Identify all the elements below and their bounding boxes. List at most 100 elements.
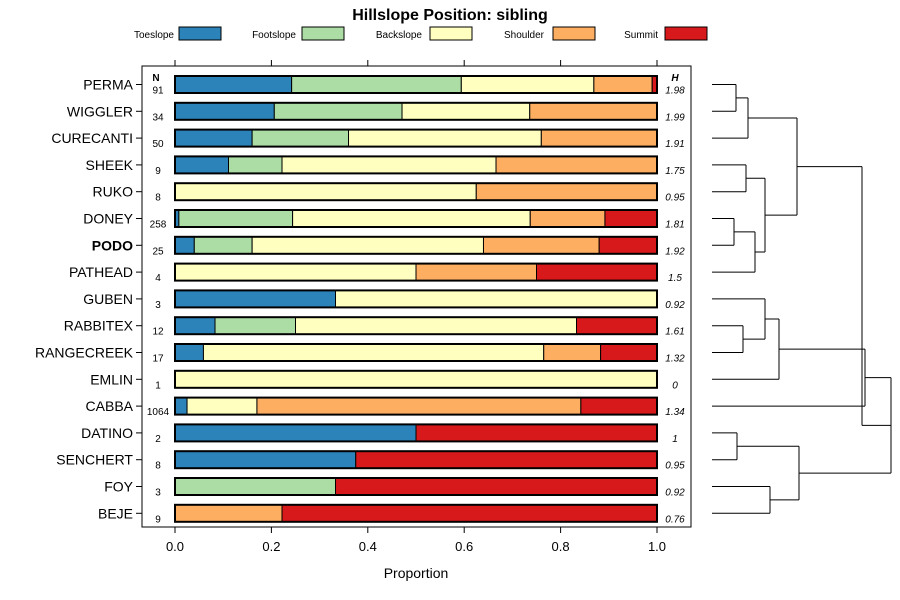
bar-segment-summit	[580, 397, 658, 416]
bar-outline	[174, 101, 658, 121]
bar-segment-shoulder	[495, 155, 658, 174]
bar-outline	[174, 369, 658, 389]
h-value-label: 1.75	[665, 166, 685, 177]
y-tick-label: RANGECREEK	[35, 345, 134, 361]
bar-segment-toeslope	[174, 423, 417, 442]
bar-row-senchert: SENCHERT 8 0.95	[56, 450, 685, 472]
y-tick-label: DATINO	[81, 425, 133, 441]
bar-segment-shoulder	[543, 343, 602, 362]
bar-row-ruko: RUKO 8 0.95	[93, 182, 685, 204]
x-tick-label: 0.6	[455, 539, 473, 554]
bar-segment-summit	[355, 450, 658, 469]
h-value-label: 1.34	[665, 407, 685, 418]
bar-segment-backslope	[174, 370, 658, 389]
y-tick-label: DONEY	[83, 211, 133, 227]
bar-outline	[174, 182, 658, 202]
bar-segment-backslope	[460, 75, 595, 94]
n-count-label: 3	[155, 300, 161, 311]
bar-row-guben: GUBEN 3 0.92	[83, 289, 685, 311]
bar-segment-toeslope	[174, 343, 204, 362]
bar-outline	[174, 75, 658, 94]
bar-row-emlin: EMLIN 1 0	[90, 369, 678, 391]
h-value-label: 1.61	[665, 327, 684, 338]
bar-outline	[174, 343, 658, 362]
y-tick-label: FOY	[104, 479, 133, 495]
bar-outline	[174, 209, 658, 228]
bar-segment-toeslope	[174, 316, 216, 335]
h-value-label: 0.95	[665, 193, 685, 204]
bar-segment-shoulder	[529, 209, 606, 228]
n-count-label: 8	[155, 461, 161, 472]
x-tick-label: 0.4	[359, 539, 377, 554]
bar-segment-summit	[604, 209, 658, 228]
bar-segment-footslope	[193, 236, 253, 255]
bar-outline	[174, 423, 658, 443]
h-value-label: 1.5	[668, 273, 682, 284]
bar-row-beje: BEJE 9 0.76	[98, 503, 685, 525]
n-count-label: 9	[155, 166, 161, 177]
bar-segment-summit	[335, 477, 658, 496]
bar-outline	[174, 235, 658, 255]
h-value-label: 0.92	[665, 300, 685, 311]
legend-label-shoulder: Shoulder	[504, 30, 545, 41]
bar-segment-backslope	[174, 263, 417, 282]
bar-segment-toeslope	[174, 155, 230, 174]
bar-outline	[174, 503, 658, 523]
h-value-label: 0.76	[665, 514, 685, 525]
bar-segment-shoulder	[482, 236, 600, 255]
y-tick-label: SHEEK	[86, 157, 134, 173]
bar-segment-summit	[281, 504, 658, 523]
n-count-label: 34	[152, 112, 164, 123]
bar-segment-summit	[598, 236, 658, 255]
y-tick-label: RABBITEX	[64, 318, 134, 334]
y-tick-label: CURECANTI	[51, 130, 133, 146]
bar-segment-shoulder	[174, 504, 283, 523]
bar-segment-shoulder	[475, 182, 658, 201]
bar-row-wiggler: WIGGLER 34 1.99	[67, 101, 685, 123]
n-count-label: 50	[152, 139, 164, 150]
h-value-label: 1.32	[665, 354, 685, 365]
x-tick-label: 0.2	[262, 539, 280, 554]
h-value-label: 0.95	[665, 461, 685, 472]
bar-segment-toeslope	[174, 129, 253, 148]
bar-outline	[174, 316, 658, 336]
bar-segment-toeslope	[174, 75, 293, 94]
bar-outline	[174, 262, 658, 282]
n-count-label: 1064	[147, 407, 170, 418]
bar-outline	[174, 396, 658, 416]
h-value-label: 1.99	[665, 112, 685, 123]
legend-label-backslope: Backslope	[376, 30, 423, 41]
bar-row-perma: PERMA 91 1.98	[83, 75, 685, 97]
n-count-label: 3	[155, 488, 161, 499]
x-tick-label: 0.8	[552, 539, 570, 554]
n-count-label: 4	[155, 273, 161, 284]
y-tick-label: GUBEN	[83, 291, 133, 307]
x-tick-label: 1.0	[648, 539, 666, 554]
bar-row-foy: FOY 3 0.92	[104, 477, 685, 499]
bar-row-curecanti: CURECANTI 50 1.91	[51, 128, 685, 150]
legend-label-summit: Summit	[624, 30, 658, 41]
legend-label-toeslope: Toeslope	[134, 30, 174, 41]
bar-segment-shoulder	[256, 397, 582, 416]
n-count-label: 25	[152, 246, 164, 257]
y-tick-label: BEJE	[98, 505, 133, 521]
bar-segment-summit	[536, 263, 658, 282]
bar-row-doney: DONEY 258 1.81	[83, 209, 685, 231]
bar-segment-backslope	[281, 155, 497, 174]
bar-segment-backslope	[292, 209, 531, 228]
n-count-label: 9	[155, 514, 161, 525]
bar-segment-footslope	[228, 155, 283, 174]
h-value-label: 1.81	[665, 220, 684, 231]
bar-segment-toeslope	[174, 397, 188, 416]
n-count-label: 17	[152, 354, 164, 365]
bar-segment-toeslope	[174, 102, 275, 121]
bar-outline	[174, 155, 658, 175]
bar-segment-backslope	[251, 236, 484, 255]
h-column-header: H	[671, 73, 679, 84]
legend-swatch-footslope	[301, 26, 345, 41]
h-value-label: 0	[672, 380, 678, 391]
bar-segment-footslope	[251, 129, 350, 148]
n-column-header: N	[152, 73, 159, 84]
